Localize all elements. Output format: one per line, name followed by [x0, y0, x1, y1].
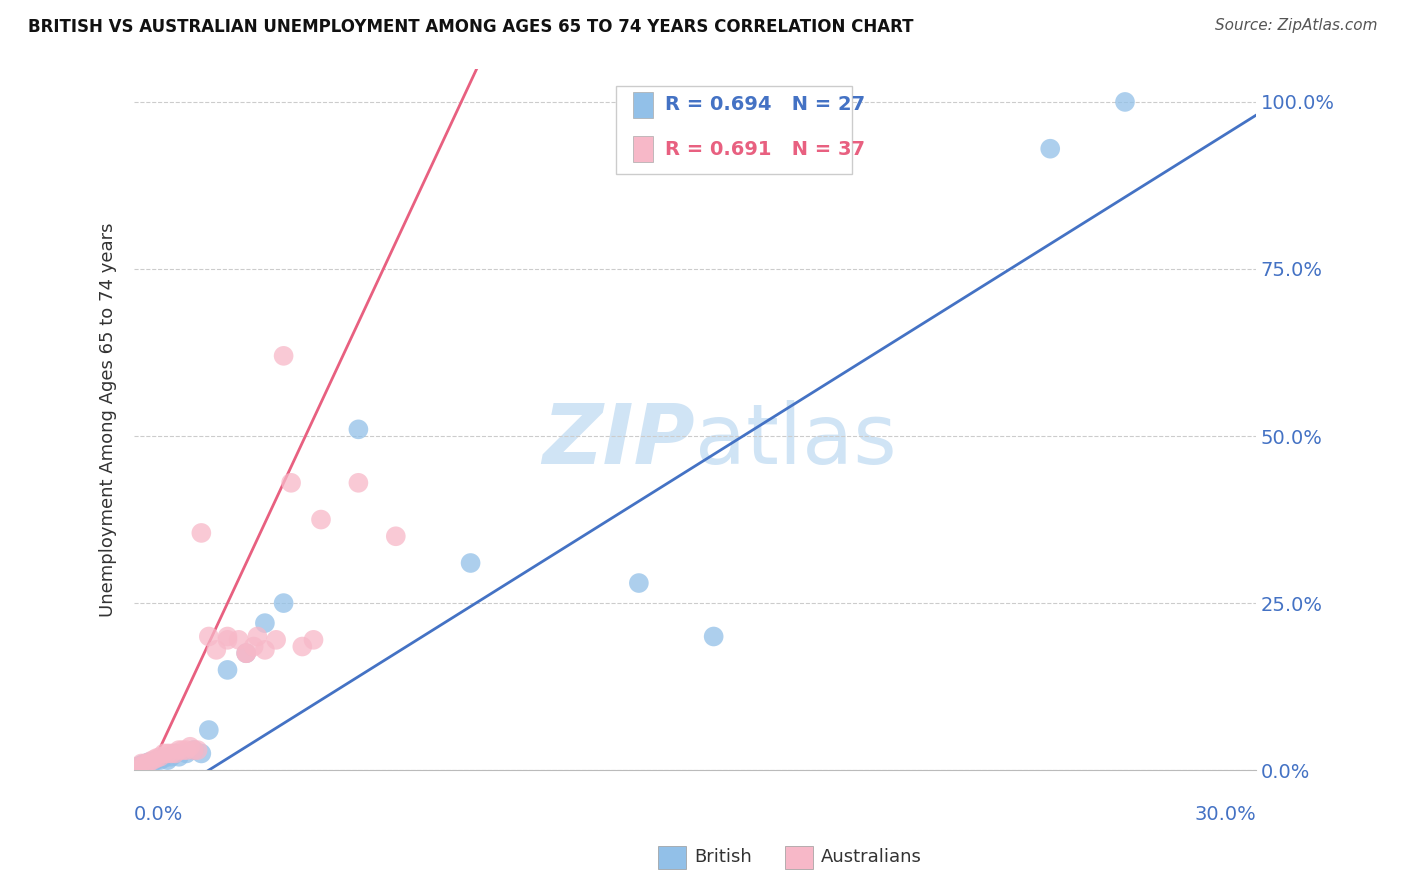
- Point: [190, 525, 212, 540]
- Point: [217, 663, 239, 677]
- Point: [131, 756, 153, 771]
- Point: [149, 753, 172, 767]
- Text: R = 0.694   N = 27: R = 0.694 N = 27: [665, 95, 865, 114]
- Point: [264, 632, 287, 647]
- Point: [167, 743, 190, 757]
- Point: [253, 643, 276, 657]
- Text: 30.0%: 30.0%: [1194, 805, 1256, 824]
- Point: [253, 616, 276, 631]
- Point: [183, 743, 205, 757]
- Point: [1039, 142, 1062, 156]
- Point: [179, 739, 201, 754]
- Point: [460, 556, 482, 570]
- Point: [246, 630, 269, 644]
- Text: 0.0%: 0.0%: [134, 805, 183, 824]
- Point: [627, 576, 650, 591]
- Point: [131, 757, 153, 772]
- Point: [235, 646, 257, 660]
- FancyBboxPatch shape: [616, 86, 852, 174]
- Point: [134, 756, 156, 771]
- Point: [347, 475, 370, 490]
- Point: [127, 760, 149, 774]
- Text: atlas: atlas: [695, 400, 897, 481]
- Point: [291, 640, 314, 654]
- Point: [347, 422, 370, 436]
- Point: [280, 475, 302, 490]
- Point: [127, 760, 149, 774]
- Point: [122, 763, 145, 777]
- Bar: [633, 92, 654, 118]
- Point: [1114, 95, 1136, 109]
- Point: [142, 755, 165, 769]
- Point: [273, 596, 295, 610]
- Point: [172, 743, 194, 757]
- Point: [145, 751, 167, 765]
- Text: BRITISH VS AUSTRALIAN UNEMPLOYMENT AMONG AGES 65 TO 74 YEARS CORRELATION CHART: BRITISH VS AUSTRALIAN UNEMPLOYMENT AMONG…: [28, 18, 914, 36]
- Point: [176, 743, 198, 757]
- Point: [156, 747, 179, 761]
- Point: [145, 753, 167, 767]
- Point: [153, 751, 176, 765]
- Point: [190, 747, 212, 761]
- Point: [149, 749, 172, 764]
- Point: [198, 723, 221, 737]
- Point: [187, 743, 209, 757]
- Bar: [633, 136, 654, 162]
- Point: [205, 643, 228, 657]
- Point: [156, 753, 179, 767]
- Point: [160, 749, 183, 764]
- Text: ZIP: ZIP: [543, 400, 695, 481]
- Point: [167, 749, 190, 764]
- Point: [235, 646, 257, 660]
- Point: [228, 632, 250, 647]
- Point: [385, 529, 408, 543]
- Y-axis label: Unemployment Among Ages 65 to 74 years: Unemployment Among Ages 65 to 74 years: [100, 222, 117, 616]
- Point: [160, 747, 183, 761]
- Point: [183, 743, 205, 757]
- Point: [165, 747, 187, 761]
- Point: [217, 630, 239, 644]
- Point: [217, 632, 239, 647]
- Point: [242, 640, 264, 654]
- Point: [165, 747, 187, 761]
- Point: [302, 632, 325, 647]
- Text: R = 0.691   N = 37: R = 0.691 N = 37: [665, 140, 865, 159]
- Point: [176, 747, 198, 761]
- Point: [309, 512, 332, 526]
- Point: [122, 763, 145, 777]
- Point: [134, 756, 156, 771]
- Point: [153, 747, 176, 761]
- Point: [273, 349, 295, 363]
- Text: Australians: Australians: [821, 848, 922, 866]
- Point: [235, 646, 257, 660]
- Point: [138, 755, 160, 769]
- Point: [138, 755, 160, 769]
- Point: [142, 753, 165, 767]
- Point: [198, 630, 221, 644]
- Text: British: British: [695, 848, 752, 866]
- Text: Source: ZipAtlas.com: Source: ZipAtlas.com: [1215, 18, 1378, 33]
- Point: [703, 630, 725, 644]
